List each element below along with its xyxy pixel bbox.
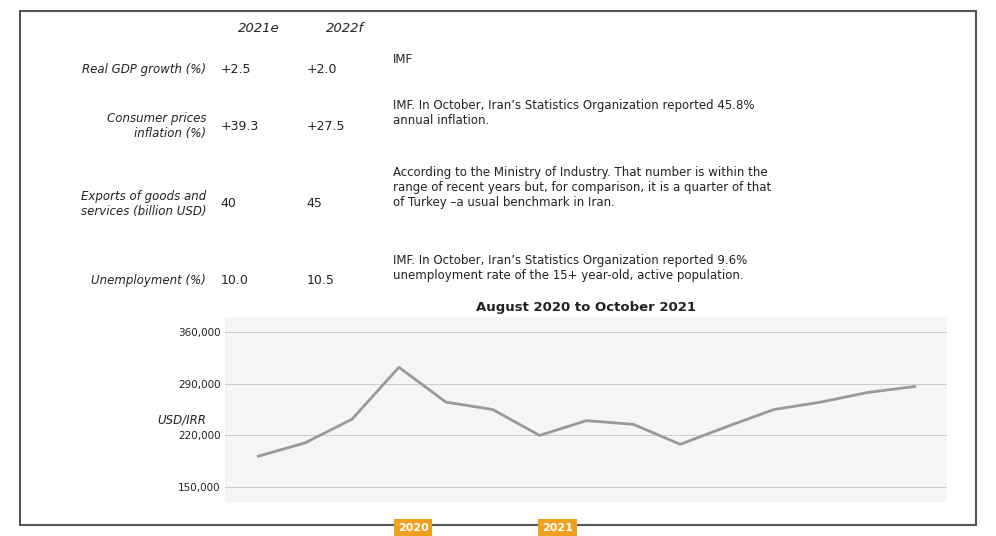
Bar bbox=[30, 160, 966, 248]
Text: Exports of goods and
services (billion USD): Exports of goods and services (billion U… bbox=[81, 190, 206, 218]
Text: 45: 45 bbox=[307, 197, 323, 210]
Text: +39.3: +39.3 bbox=[221, 120, 259, 133]
Text: IMF: IMF bbox=[392, 53, 413, 66]
Text: Consumer prices
inflation (%): Consumer prices inflation (%) bbox=[107, 113, 206, 140]
Bar bbox=[30, 11, 966, 47]
Bar bbox=[30, 93, 966, 160]
Text: Real GDP growth (%): Real GDP growth (%) bbox=[83, 63, 206, 77]
Bar bbox=[30, 314, 966, 525]
Text: +2.5: +2.5 bbox=[221, 63, 251, 77]
Bar bbox=[30, 248, 966, 314]
Text: Unemployment (%): Unemployment (%) bbox=[92, 274, 206, 287]
Text: 2022f: 2022f bbox=[326, 22, 365, 35]
Text: 10.0: 10.0 bbox=[221, 274, 249, 287]
Text: +2.0: +2.0 bbox=[307, 63, 338, 77]
Text: 2021e: 2021e bbox=[238, 22, 280, 35]
Title: August 2020 to October 2021: August 2020 to October 2021 bbox=[476, 301, 696, 314]
Bar bbox=[30, 47, 966, 93]
Text: USD/IRR: USD/IRR bbox=[157, 413, 206, 426]
Text: 2021: 2021 bbox=[542, 523, 573, 533]
Text: IMF. In October, Iran’s Statistics Organization reported 9.6%
unemployment rate : IMF. In October, Iran’s Statistics Organ… bbox=[392, 254, 747, 281]
Text: +27.5: +27.5 bbox=[307, 120, 346, 133]
Text: 2020: 2020 bbox=[397, 523, 428, 533]
Text: 40: 40 bbox=[221, 197, 237, 210]
Text: IMF. In October, Iran’s Statistics Organization reported 45.8%
annual inflation.: IMF. In October, Iran’s Statistics Organ… bbox=[392, 99, 754, 127]
Text: 10.5: 10.5 bbox=[307, 274, 335, 287]
Text: According to the Ministry of Industry. That number is within the
range of recent: According to the Ministry of Industry. T… bbox=[392, 166, 771, 209]
